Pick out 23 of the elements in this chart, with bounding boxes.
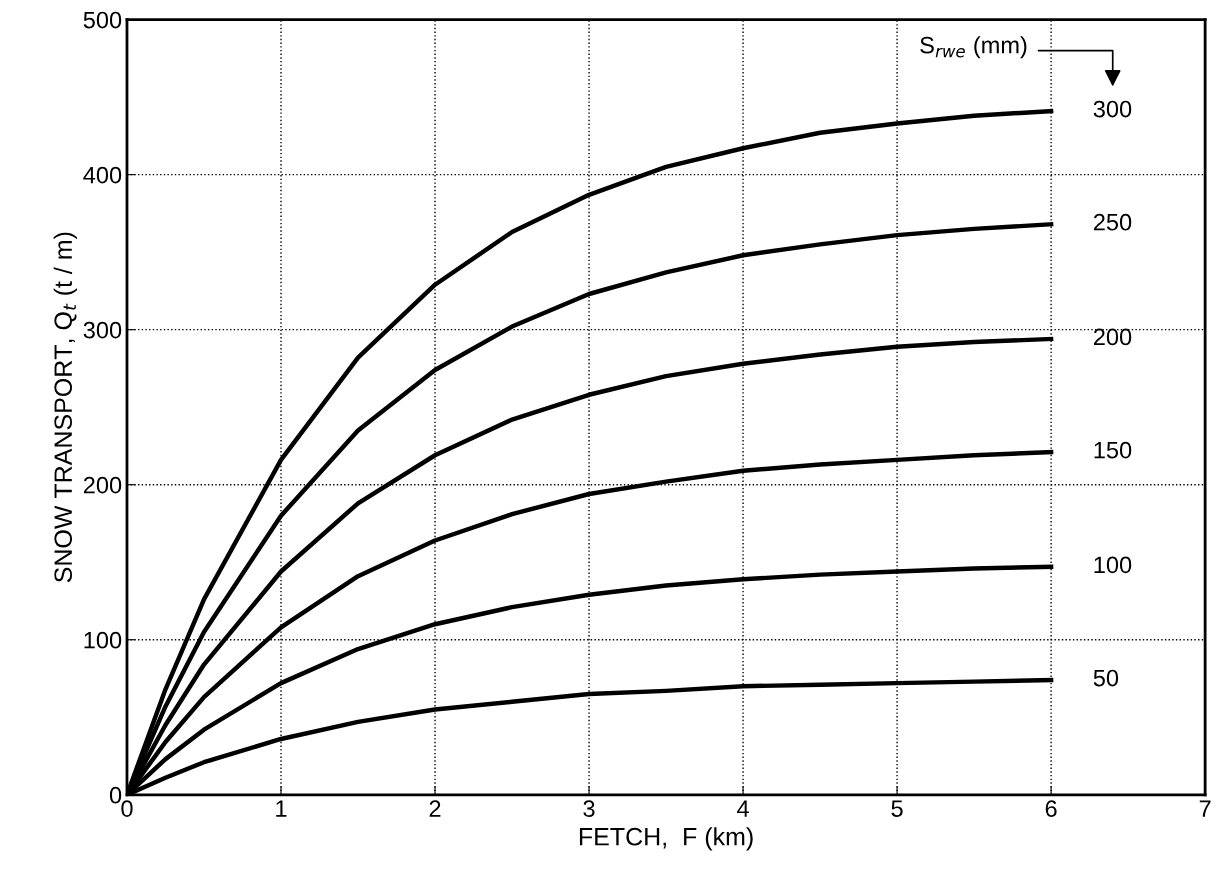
- y-tick-label: 400: [83, 166, 122, 184]
- y-tick-label: 500: [83, 11, 122, 29]
- x-tick-label: 1: [276, 800, 287, 817]
- legend-label: 300: [1093, 100, 1132, 118]
- series-label: 250: [1093, 213, 1132, 231]
- x-tick-label: 3: [583, 800, 595, 817]
- y-tick-label: 100: [84, 631, 122, 649]
- x-tick-label: 0: [121, 800, 133, 817]
- y-tick-label: 300: [83, 321, 122, 339]
- y-tick-label: 200: [83, 476, 122, 494]
- series-label: 50: [1093, 669, 1119, 687]
- x-axis-title: FETCH, F (km): [579, 827, 753, 851]
- x-tick-label: 7: [1199, 800, 1211, 817]
- x-tick-label: 5: [891, 800, 903, 817]
- series-label: 200: [1093, 328, 1132, 346]
- series-label: 150: [1094, 441, 1132, 459]
- y-axis-title: SNOW TRANSPORT, Q$_{t}$ (t / m): [53, 232, 77, 583]
- series-label: 100: [1094, 556, 1132, 574]
- x-tick-label: 6: [1045, 800, 1057, 817]
- y-tick-label: 0: [109, 786, 122, 804]
- x-tick-label: 2: [429, 800, 441, 817]
- annotation: S$_{rwe}$ (mm): [920, 36, 1027, 59]
- x-tick-label: 4: [737, 800, 749, 817]
